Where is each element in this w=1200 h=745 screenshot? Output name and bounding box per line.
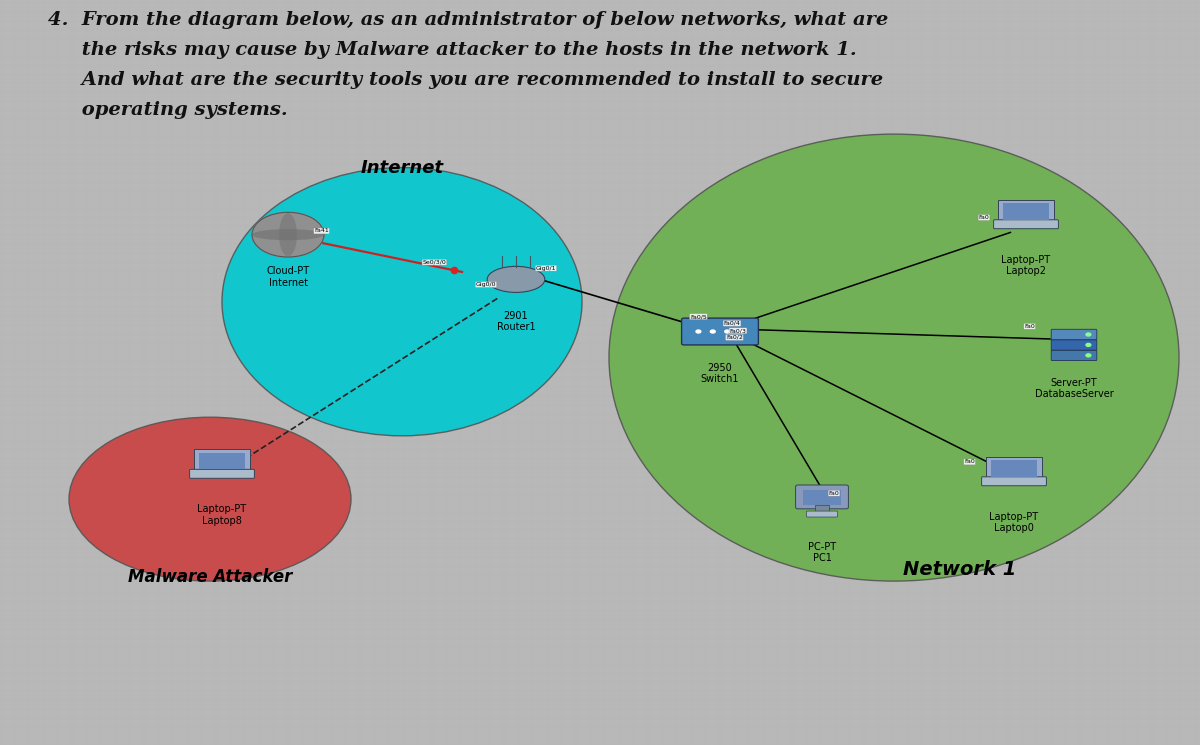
Circle shape	[1086, 354, 1091, 357]
Text: Fa0: Fa0	[1025, 324, 1034, 329]
Text: Laptop-PT
Laptop2: Laptop-PT Laptop2	[1002, 255, 1050, 276]
Text: Fa0/2: Fa0/2	[726, 335, 743, 340]
Text: Fa0: Fa0	[965, 460, 974, 464]
Circle shape	[739, 330, 744, 333]
Text: 2950
Switch1: 2950 Switch1	[701, 363, 739, 384]
Text: the risks may cause by Malware attacker to the hosts in the network 1.: the risks may cause by Malware attacker …	[48, 41, 857, 59]
Circle shape	[252, 212, 324, 257]
Ellipse shape	[610, 134, 1178, 581]
FancyBboxPatch shape	[199, 453, 245, 469]
FancyBboxPatch shape	[194, 449, 250, 472]
FancyBboxPatch shape	[998, 200, 1054, 222]
Text: 2901
Router1: 2901 Router1	[497, 311, 535, 332]
Text: Malware Attacker: Malware Attacker	[128, 568, 292, 586]
Text: Internet: Internet	[360, 159, 444, 177]
Text: Fa0: Fa0	[979, 215, 989, 220]
Ellipse shape	[252, 229, 324, 240]
Text: Fa41: Fa41	[314, 229, 329, 233]
Text: Laptop-PT
Laptop8: Laptop-PT Laptop8	[198, 504, 246, 526]
FancyBboxPatch shape	[1051, 329, 1097, 340]
Circle shape	[1086, 343, 1091, 346]
FancyBboxPatch shape	[796, 485, 848, 509]
Text: Cloud-PT
Internet: Cloud-PT Internet	[266, 266, 310, 288]
Ellipse shape	[70, 417, 352, 581]
FancyBboxPatch shape	[806, 511, 838, 517]
Text: Fa0/4: Fa0/4	[724, 321, 740, 326]
Text: PC-PT
PC1: PC-PT PC1	[808, 542, 836, 563]
Ellipse shape	[278, 213, 298, 256]
Ellipse shape	[222, 168, 582, 436]
Text: Fa0/3: Fa0/3	[730, 329, 746, 333]
Circle shape	[1086, 333, 1091, 336]
FancyBboxPatch shape	[986, 457, 1042, 479]
FancyBboxPatch shape	[991, 460, 1037, 477]
Text: Laptop-PT
Laptop0: Laptop-PT Laptop0	[990, 512, 1038, 533]
FancyBboxPatch shape	[803, 490, 841, 505]
Circle shape	[696, 330, 701, 333]
Text: 4.  From the diagram below, as an administrator of below networks, what are: 4. From the diagram below, as an adminis…	[48, 11, 888, 29]
Text: Gig0/0: Gig0/0	[475, 282, 497, 287]
FancyBboxPatch shape	[982, 477, 1046, 486]
FancyBboxPatch shape	[994, 220, 1058, 229]
Text: Gig0/1: Gig0/1	[535, 266, 557, 270]
FancyBboxPatch shape	[1003, 203, 1049, 220]
FancyBboxPatch shape	[1051, 350, 1097, 361]
Circle shape	[710, 330, 715, 333]
Text: And what are the security tools you are recommended to install to secure: And what are the security tools you are …	[48, 71, 883, 89]
FancyBboxPatch shape	[682, 318, 758, 345]
Text: Network 1: Network 1	[904, 560, 1016, 580]
Text: Server-PT
DatabaseServer: Server-PT DatabaseServer	[1034, 378, 1114, 399]
Text: operating systems.: operating systems.	[48, 101, 288, 118]
Text: Se0/3/0: Se0/3/0	[422, 260, 446, 264]
FancyBboxPatch shape	[190, 469, 254, 478]
Text: Fa0/5: Fa0/5	[690, 314, 707, 319]
Text: Fa0: Fa0	[829, 491, 839, 495]
FancyBboxPatch shape	[1051, 340, 1097, 350]
Ellipse shape	[487, 267, 545, 293]
FancyBboxPatch shape	[815, 505, 829, 513]
Circle shape	[725, 330, 730, 333]
